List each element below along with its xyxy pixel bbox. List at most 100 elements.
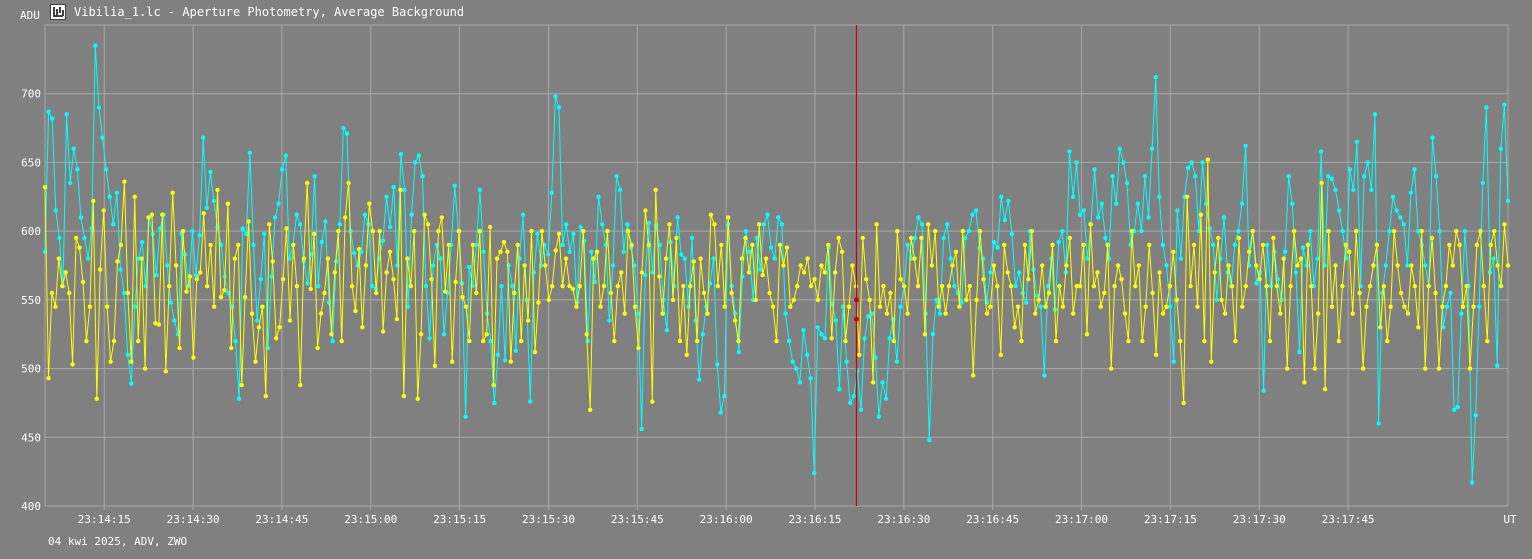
data-point — [232, 256, 237, 261]
data-point — [862, 336, 867, 341]
data-point — [1078, 212, 1083, 217]
data-point — [136, 338, 141, 344]
footer-info: 04 kwi 2025, ADV, ZWO — [48, 535, 188, 548]
data-point — [556, 105, 562, 110]
data-point — [1354, 228, 1359, 234]
data-point — [610, 263, 616, 268]
data-point — [294, 212, 299, 217]
data-point — [132, 194, 137, 199]
data-point — [156, 322, 162, 327]
data-point — [729, 290, 734, 296]
data-point — [1419, 228, 1424, 234]
data-point — [1203, 201, 1209, 206]
data-point — [826, 242, 831, 248]
data-point — [815, 325, 820, 330]
data-point — [57, 235, 62, 241]
lightcurve-app-icon[interactable] — [50, 4, 66, 20]
data-point — [208, 242, 213, 248]
data-point — [513, 348, 519, 353]
data-point — [801, 270, 807, 275]
data-point — [1372, 112, 1378, 117]
data-point — [535, 231, 540, 237]
y-tick-label: 600 — [21, 225, 41, 238]
data-point — [1147, 242, 1152, 248]
data-point — [197, 233, 202, 238]
data-point — [84, 338, 89, 344]
data-point — [1209, 359, 1214, 364]
data-point — [401, 393, 406, 399]
data-point — [1459, 311, 1464, 316]
data-point — [254, 318, 260, 323]
data-point — [1333, 187, 1338, 193]
data-point — [1064, 263, 1069, 268]
data-point — [263, 393, 268, 399]
data-point — [1036, 297, 1041, 303]
data-point — [592, 279, 598, 285]
data-point — [718, 410, 723, 415]
data-point — [1067, 235, 1073, 241]
data-point — [1505, 263, 1511, 268]
data-point — [1491, 256, 1496, 261]
data-point — [1409, 263, 1414, 268]
data-point — [846, 304, 852, 309]
data-point — [180, 228, 186, 234]
data-point — [1469, 480, 1475, 485]
data-point — [1178, 256, 1184, 261]
data-point — [1171, 359, 1176, 364]
data-point — [617, 187, 623, 193]
data-point — [1495, 263, 1500, 268]
data-point — [336, 228, 341, 234]
data-point — [915, 283, 921, 289]
data-point — [679, 252, 684, 257]
data-point — [1012, 325, 1017, 330]
data-point — [502, 358, 508, 363]
data-point — [1106, 256, 1112, 261]
data-point — [767, 290, 772, 296]
data-point — [1015, 304, 1021, 309]
y-tick-label: 550 — [21, 294, 41, 307]
data-point — [1033, 311, 1038, 316]
x-tick-label: 23:15:00 — [344, 513, 397, 526]
data-point — [249, 311, 255, 316]
data-point — [1091, 283, 1097, 289]
y-axis-label: ADU — [20, 9, 40, 22]
data-point — [760, 272, 765, 278]
data-point — [1096, 215, 1101, 220]
data-point — [160, 212, 165, 217]
data-point — [681, 283, 686, 289]
data-point — [805, 256, 810, 261]
data-point — [111, 222, 116, 227]
data-point — [218, 294, 224, 300]
data-point — [588, 407, 593, 412]
data-point — [1189, 160, 1194, 165]
data-point — [948, 256, 953, 261]
data-point — [287, 318, 293, 323]
data-point — [1102, 290, 1107, 296]
data-point — [208, 169, 213, 175]
data-point — [1016, 270, 1022, 275]
data-point — [477, 187, 483, 193]
data-point — [988, 304, 993, 309]
data-point — [251, 242, 256, 248]
data-point — [697, 377, 702, 382]
data-point — [1412, 167, 1417, 172]
data-point — [927, 437, 932, 443]
data-point — [1462, 228, 1468, 234]
data-point — [570, 286, 576, 292]
data-point — [1395, 263, 1400, 268]
data-point — [857, 352, 862, 357]
data-point — [739, 256, 745, 261]
data-point — [125, 290, 130, 296]
data-point — [1474, 242, 1480, 248]
data-point — [463, 304, 469, 309]
data-point — [929, 263, 934, 268]
data-point — [946, 283, 952, 289]
data-point — [1298, 256, 1304, 261]
data-point — [283, 153, 288, 158]
data-point — [1205, 157, 1211, 162]
data-point — [1408, 190, 1414, 195]
data-point — [700, 332, 705, 337]
data-point — [46, 376, 51, 381]
data-point — [1464, 283, 1469, 289]
